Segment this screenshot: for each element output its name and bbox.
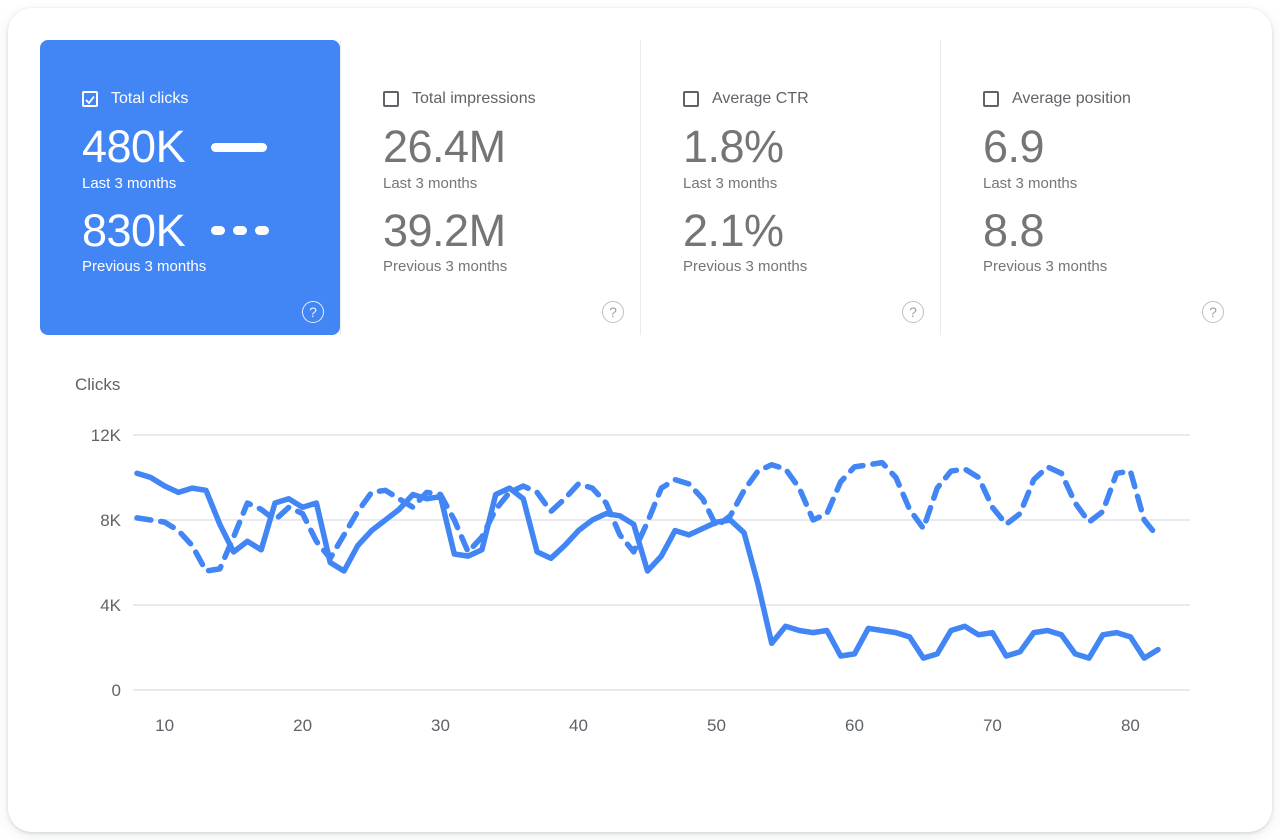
average-position-checkbox-unchecked[interactable] — [983, 91, 999, 107]
svg-text:30: 30 — [431, 716, 450, 735]
metric-previous-row: 8.8 — [983, 204, 1220, 256]
metric-label: Average position — [1012, 90, 1131, 107]
metric-current-row: 1.8% — [683, 121, 920, 172]
svg-text:60: 60 — [845, 716, 864, 735]
help-icon[interactable]: ? — [302, 301, 324, 323]
metric-header: Average position — [983, 90, 1220, 108]
metric-previous-row: 2.1% — [683, 204, 920, 256]
metric-current-value: 26.4M — [383, 121, 506, 172]
metric-previous-period: Previous 3 months — [683, 258, 808, 276]
metric-previous-row: 39.2M — [383, 204, 620, 256]
metric-label: Total impressions — [412, 90, 536, 107]
clicks-chart-section: Clicks 0 4K 8K 12K 10 20 30 40 50 60 70 80 — [8, 375, 1272, 755]
metric-card-total-impressions[interactable]: Total impressions 26.4M Last 3 months 39… — [340, 40, 640, 335]
metric-current-period: Last 3 months — [82, 174, 177, 192]
metric-current-value: 480K — [82, 121, 186, 172]
metric-current-value: 1.8% — [683, 121, 784, 172]
clicks-line-chart[interactable]: 0 4K 8K 12K 10 20 30 40 50 60 70 80 — [8, 405, 1272, 755]
metric-card-average-ctr[interactable]: Average CTR 1.8% Last 3 months 2.1% Prev… — [640, 40, 940, 335]
svg-text:20: 20 — [293, 716, 312, 735]
metrics-row: Total clicks 480K Last 3 months 830K Pre… — [40, 40, 1240, 335]
metric-current-row: 6.9 — [983, 121, 1220, 172]
metric-card-total-clicks[interactable]: Total clicks 480K Last 3 months 830K Pre… — [40, 40, 340, 335]
average-ctr-checkbox-unchecked[interactable] — [683, 91, 699, 107]
help-icon[interactable]: ? — [902, 301, 924, 323]
metric-previous-row: 830K — [82, 204, 320, 256]
svg-text:0: 0 — [112, 681, 121, 700]
svg-text:40: 40 — [569, 716, 588, 735]
metric-current-row: 480K — [82, 121, 320, 172]
svg-text:50: 50 — [707, 716, 726, 735]
dashed-line-legend-icon — [211, 226, 270, 236]
performance-dashboard: Total clicks 480K Last 3 months 830K Pre… — [8, 8, 1272, 832]
metric-current-value: 6.9 — [983, 121, 1045, 172]
metric-header: Total impressions — [383, 90, 620, 108]
svg-text:70: 70 — [983, 716, 1002, 735]
metric-current-period: Last 3 months — [683, 174, 778, 192]
metric-previous-period: Previous 3 months — [82, 258, 207, 276]
metric-current-row: 26.4M — [383, 121, 620, 172]
metric-previous-period: Previous 3 months — [983, 258, 1108, 276]
checkmark-icon — [85, 95, 95, 104]
metric-label: Average CTR — [712, 90, 809, 107]
svg-text:4K: 4K — [100, 596, 121, 615]
metric-current-period: Last 3 months — [983, 174, 1078, 192]
metric-header: Average CTR — [683, 90, 920, 108]
metric-current-period: Last 3 months — [383, 174, 478, 192]
metric-previous-period: Previous 3 months — [383, 258, 508, 276]
metric-label: Total clicks — [111, 90, 189, 107]
help-icon[interactable]: ? — [1202, 301, 1224, 323]
help-icon[interactable]: ? — [602, 301, 624, 323]
metric-previous-value: 830K — [82, 204, 186, 256]
svg-text:80: 80 — [1121, 716, 1140, 735]
metric-card-average-position[interactable]: Average position 6.9 Last 3 months 8.8 P… — [940, 40, 1240, 335]
total-clicks-checkbox-checked[interactable] — [82, 91, 98, 107]
total-impressions-checkbox-unchecked[interactable] — [383, 91, 399, 107]
metric-previous-value: 8.8 — [983, 204, 1045, 256]
metric-header: Total clicks — [82, 90, 320, 108]
chart-y-axis-title: Clicks — [75, 375, 121, 394]
svg-text:8K: 8K — [100, 511, 121, 530]
solid-line-legend-icon — [211, 142, 268, 152]
metric-previous-value: 39.2M — [383, 204, 506, 256]
svg-text:10: 10 — [155, 716, 174, 735]
metric-previous-value: 2.1% — [683, 204, 784, 256]
svg-text:12K: 12K — [91, 426, 122, 445]
